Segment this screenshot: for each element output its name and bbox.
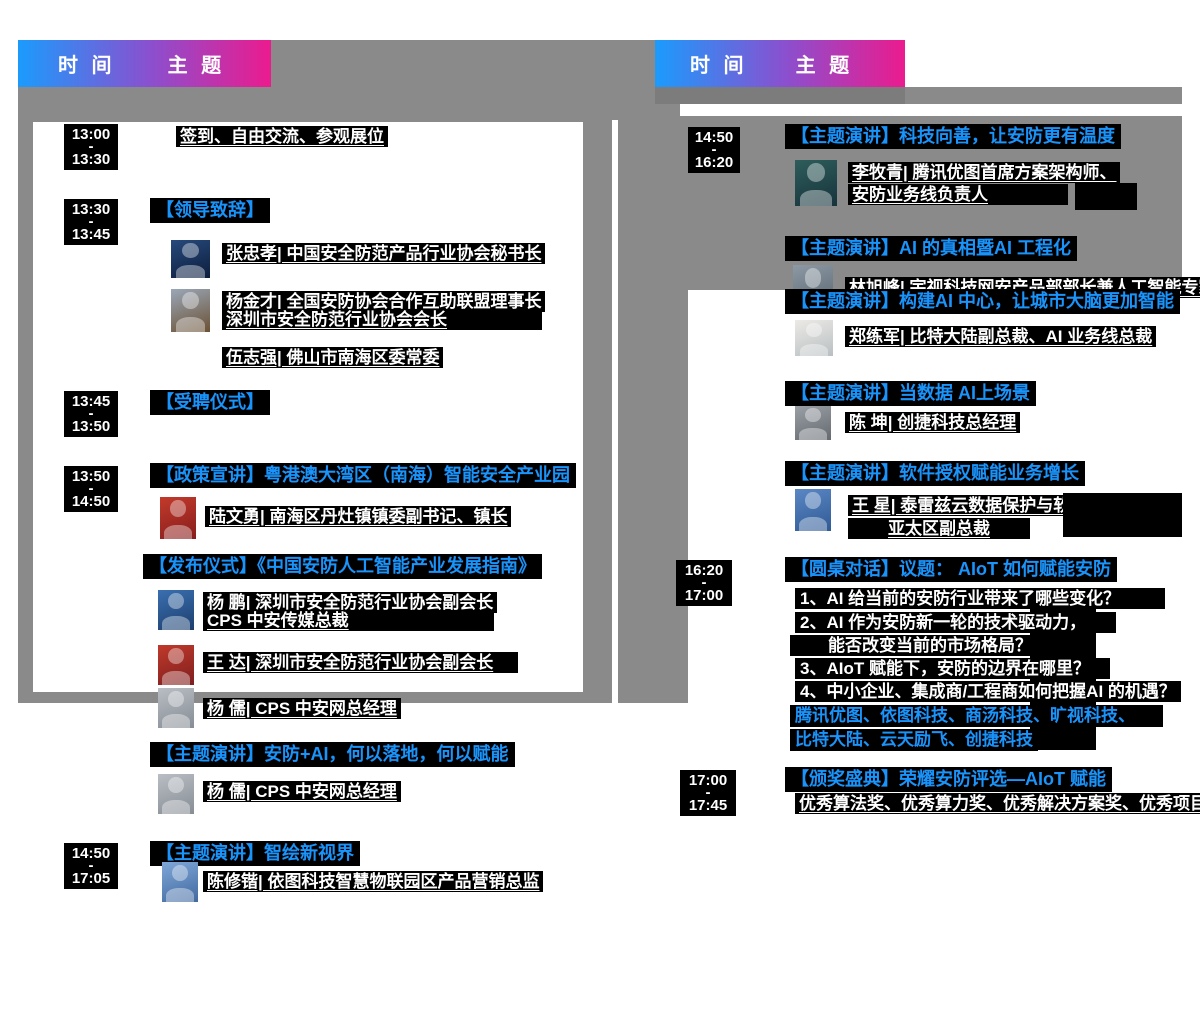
time-start: 16:20 — [684, 562, 724, 579]
speaker-photo — [171, 240, 210, 278]
speaker-photo — [158, 590, 194, 630]
session-title: 【主题演讲】AI 的真相暨AI 工程化 — [785, 236, 1078, 261]
column-divider — [612, 120, 618, 703]
session-title: 【主题演讲】安防+AI，何以落地，何以赋能 — [150, 742, 515, 767]
speaker-photo — [160, 497, 196, 539]
backdrop-right-strip — [618, 290, 688, 703]
speaker-role-line2: 亚太区副总裁 — [848, 518, 1030, 539]
time-start: 14:50 — [71, 845, 111, 862]
topic-column-label: 主 题 — [795, 55, 854, 77]
time-end: 13:50 — [71, 418, 111, 435]
time-end: 16:20 — [694, 154, 734, 171]
session-title: 【主题演讲】构建AI 中心，让城市大脑更加智能 — [785, 289, 1180, 314]
time-start: 13:50 — [71, 468, 111, 485]
session-title: 【主题演讲】软件授权赋能业务增长 — [785, 461, 1085, 486]
time-separator: - — [88, 405, 94, 422]
speaker-name-role: 李牧青| 腾讯优图首席方案架构师、 — [848, 162, 1121, 183]
backdrop-top-gap — [271, 40, 655, 87]
session-title: 【政策宣讲】粤港澳大湾区（南海）智能安全产业园 — [150, 463, 576, 488]
time-separator: - — [88, 857, 94, 874]
white-sliver — [680, 104, 1182, 116]
time-start: 13:45 — [71, 393, 111, 410]
speaker-name-role: 张忠孝| 中国安全防范产品行业协会秘书长 — [222, 243, 546, 264]
awards-list: 优秀算法奖、优秀算力奖、优秀解决方案奖、优秀项目奖 — [795, 793, 1200, 814]
session-title: 签到、自由交流、参观展位 — [176, 126, 388, 147]
speaker-role-line2: 安防业务线负责人 — [848, 184, 1068, 205]
speaker-photo — [158, 774, 194, 814]
roundtable-topic: 2、AI 作为安防新一轮的技术驱动力， — [795, 612, 1117, 633]
session-title: 【发布仪式】《中国安防人工智能产业发展指南》 — [143, 554, 542, 579]
time-separator: - — [701, 574, 707, 591]
speaker-name-role: 王 达| 深圳市安全防范行业协会副会长 — [203, 652, 519, 673]
highlight-block — [1063, 493, 1182, 537]
time-range: 16:20 - 17:00 — [676, 560, 732, 606]
session-title: 【领导致辞】 — [150, 198, 270, 223]
speaker-name-role: 伍志强| 佛山市南海区委常委 — [222, 347, 444, 368]
speaker-photo — [795, 406, 831, 440]
speaker-name-role: 陈 坤| 创捷科技总经理 — [845, 412, 1021, 433]
time-separator: - — [88, 213, 94, 230]
time-start: 13:30 — [71, 201, 111, 218]
speaker-photo — [158, 688, 194, 728]
time-end: 17:00 — [684, 587, 724, 604]
time-end: 13:45 — [71, 226, 111, 243]
time-column-label: 时 间 — [690, 55, 748, 77]
speaker-photo — [162, 862, 198, 902]
time-separator: - — [88, 480, 94, 497]
session-title: 【主题演讲】科技向善，让安防更有温度 — [785, 124, 1121, 149]
time-range: 13:45 - 13:50 — [64, 391, 118, 437]
roundtable-topic: 1、AI 给当前的安防行业带来了哪些变化？ — [795, 588, 1166, 609]
time-column-label: 时 间 — [58, 55, 116, 77]
speaker-photo — [795, 489, 831, 531]
roundtable-topic: 4、中小企业、集成商/工程商如何把握AI 的机遇？ — [795, 681, 1181, 702]
speaker-photo — [171, 289, 210, 332]
speaker-name-role: 杨金才| 全国安防协会合作互助联盟理事长 — [222, 291, 546, 312]
time-start: 13:00 — [71, 126, 111, 143]
speaker-name-role: 陆文勇| 南海区丹灶镇镇委副书记、镇长 — [205, 506, 512, 527]
speaker-photo — [158, 645, 194, 685]
speaker-photo — [795, 320, 833, 356]
time-start: 14:50 — [694, 129, 734, 146]
session-title: 【颁奖盛典】荣耀安防评选—AIoT 赋能 — [785, 767, 1112, 792]
time-start: 17:00 — [688, 772, 728, 789]
roundtable-participants: 比特大陆、云天励飞、创捷科技 — [790, 729, 1038, 751]
time-range: 13:00 - 13:30 — [64, 124, 118, 170]
roundtable-participants: 腾讯优图、依图科技、商汤科技、旷视科技、 — [790, 705, 1163, 727]
speaker-role-line2: 深圳市安全防范行业协会会长 — [222, 309, 542, 330]
time-range: 17:00 - 17:45 — [680, 770, 736, 816]
speaker-name-role: 郑练军| 比特大陆副总裁、AI 业务线总裁 — [845, 326, 1157, 347]
highlight-block — [1075, 183, 1137, 210]
time-range: 13:50 - 14:50 — [64, 466, 118, 512]
time-separator: - — [88, 138, 94, 155]
roundtable-topic: 3、AIoT 赋能下，安防的边界在哪里？ — [795, 658, 1110, 679]
time-end: 17:05 — [71, 870, 111, 887]
speaker-name-role: 杨 儒| CPS 中安网总经理 — [203, 698, 401, 719]
topic-column-label: 主 题 — [167, 55, 226, 77]
speaker-photo — [795, 160, 837, 206]
schedule-header-right: 时 间 主 题 — [655, 40, 905, 87]
session-title: 【主题演讲】智绘新视界 — [150, 841, 360, 866]
time-end: 14:50 — [71, 493, 111, 510]
session-title: 【主题演讲】当数据 AI上场景 — [785, 381, 1036, 406]
time-separator: - — [705, 784, 711, 801]
time-end: 17:45 — [688, 797, 728, 814]
session-title: 【圆桌对话】议题： AIoT 如何赋能安防 — [785, 557, 1117, 582]
schedule-header-left: 时 间 主 题 — [18, 40, 271, 87]
speaker-name-role: 陈修锴| 依图科技智慧物联园区产品营销总监 — [203, 871, 544, 892]
time-separator: - — [711, 141, 717, 158]
speaker-name-role: 杨 儒| CPS 中安网总经理 — [203, 781, 401, 802]
time-range: 14:50 - 17:05 — [64, 843, 118, 889]
roundtable-topic: 能否改变当前的市场格局？ — [790, 635, 1047, 656]
time-range: 14:50 - 16:20 — [688, 127, 740, 173]
time-end: 13:30 — [71, 151, 111, 168]
speaker-name-role: 杨 鹏| 深圳市安全防范行业协会副会长 — [203, 592, 498, 613]
speaker-role-line2: CPS 中安传媒总裁 — [203, 610, 494, 631]
session-title: 【受聘仪式】 — [150, 390, 270, 415]
header-shadow-strip — [655, 87, 905, 104]
time-range: 13:30 - 13:45 — [64, 199, 118, 245]
